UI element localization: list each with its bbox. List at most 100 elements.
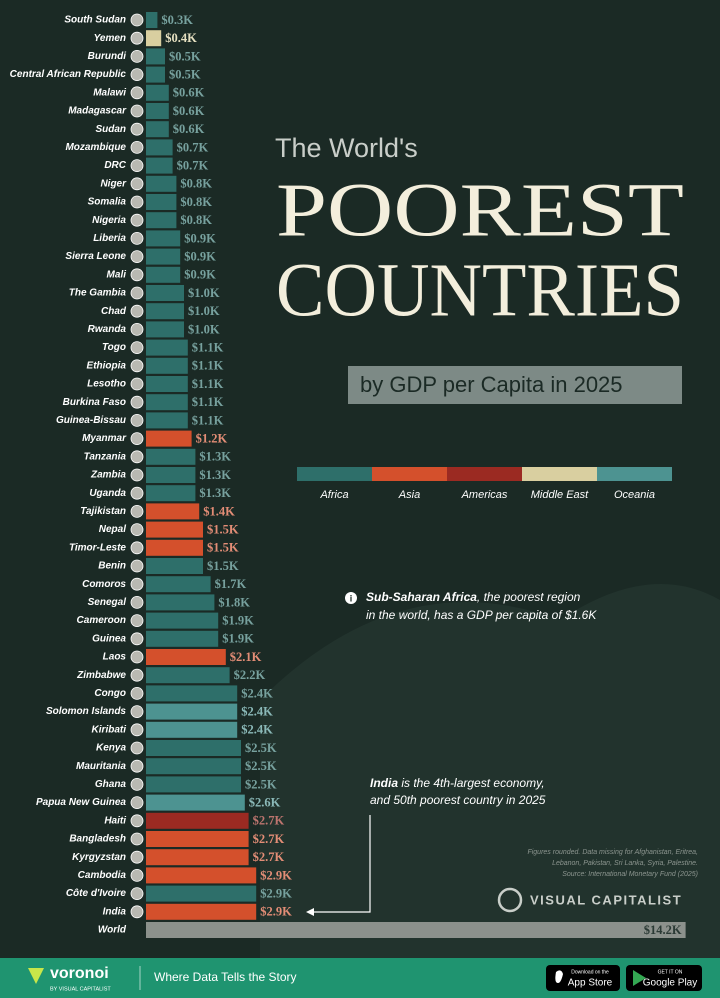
value-label: $1.5K	[207, 559, 239, 573]
category-label: Liberia	[93, 233, 126, 244]
value-label: $1.1K	[192, 377, 224, 391]
annotation-bold: Sub-Saharan Africa	[366, 590, 477, 604]
legend-label: Africa	[319, 489, 348, 501]
category-label: Central African Republic	[10, 69, 127, 80]
value-label: $0.6K	[173, 122, 205, 136]
bar	[146, 576, 211, 593]
flag	[130, 705, 144, 718]
category-label: Zimbabwe	[76, 670, 126, 681]
bar	[146, 84, 169, 101]
bars: South Sudan $0.3K Yemen $0.4K Burundi $0.5K Ce…	[10, 12, 686, 938]
category-label: Kenya	[96, 743, 126, 754]
category-label: Burundi	[88, 51, 127, 62]
value-label: $2.1K	[230, 650, 262, 664]
bar	[146, 630, 219, 647]
value-label: $0.5K	[169, 49, 201, 63]
value-label: $1.5K	[207, 541, 239, 555]
annotation-text: and 50th poorest country in 2025	[370, 793, 546, 807]
value-label: $1.7K	[215, 577, 247, 591]
bar	[146, 357, 188, 374]
category-label: Ethiopia	[87, 360, 127, 371]
value-label: $0.7K	[177, 140, 209, 154]
flag	[130, 413, 144, 427]
category-label: Comoros	[82, 579, 126, 590]
footer-logo-sub: BY VISUAL CAPITALIST	[50, 986, 111, 992]
category-label: Laos	[103, 652, 127, 663]
info-icon-glyph: i	[350, 593, 353, 603]
value-label: $2.9K	[260, 905, 292, 919]
bar	[146, 121, 169, 138]
title: COUNTRIES	[276, 248, 684, 332]
bar	[146, 175, 177, 192]
value-label: $1.4K	[203, 504, 235, 518]
category-label: Bangladesh	[69, 834, 126, 845]
value-label: $0.9K	[184, 249, 216, 263]
app-store: App Store	[568, 978, 613, 989]
bar	[146, 703, 238, 720]
flag	[130, 832, 144, 846]
flag	[130, 814, 144, 828]
category-label: Solomon Islands	[46, 706, 126, 717]
bar	[146, 303, 184, 320]
flag	[130, 359, 144, 373]
legend-swatch	[597, 467, 672, 481]
legend-swatch	[372, 467, 447, 481]
background-hills	[260, 584, 720, 960]
value-label: $0.5K	[169, 67, 201, 81]
category-label: Yemen	[94, 33, 126, 44]
value-label: $2.7K	[253, 832, 285, 846]
value-label: $0.8K	[180, 195, 212, 209]
footer-tagline: Where Data Tells the Story	[154, 970, 297, 984]
value-label: $1.1K	[192, 340, 224, 354]
category-label: Mozambique	[65, 142, 126, 153]
flag	[130, 523, 144, 536]
bar	[146, 394, 188, 411]
bar	[146, 48, 165, 65]
bar	[146, 812, 249, 829]
category-label: Congo	[94, 688, 126, 699]
app-store-badge[interactable]	[546, 965, 620, 991]
bar	[146, 266, 181, 283]
google-play-icon	[633, 970, 646, 986]
apple-icon	[555, 970, 563, 983]
annotation: Sub-Saharan Africa, the poorest region	[366, 590, 581, 604]
category-label: Guinea-Bissau	[56, 415, 126, 426]
annotation: India is the 4th-largest economy,	[370, 776, 545, 790]
value-label: $1.3K	[199, 468, 231, 482]
flag	[130, 341, 144, 355]
bar	[146, 194, 177, 210]
category-label: Haiti	[104, 815, 126, 826]
category-label: World	[98, 925, 127, 936]
bar	[146, 103, 169, 119]
value-label: $2.7K	[253, 814, 285, 828]
flag	[130, 541, 144, 555]
flag	[130, 504, 144, 518]
bar	[146, 157, 173, 174]
value-label: $0.9K	[184, 268, 216, 282]
bar	[146, 448, 196, 465]
annotation-text: is the 4th-largest economy,	[398, 776, 545, 790]
value-label: $1.3K	[199, 486, 231, 500]
brand-logo	[497, 887, 523, 913]
legend-label: Middle East	[531, 489, 589, 501]
value-label: $2.4K	[241, 723, 273, 737]
flag	[130, 68, 144, 81]
google-play-badge[interactable]	[626, 965, 702, 991]
legend-swatch	[297, 467, 372, 481]
flag	[130, 850, 144, 864]
bar	[146, 740, 241, 756]
value-label: $2.9K	[260, 868, 292, 882]
category-label: Mauritania	[76, 761, 126, 772]
category-label: Cameroon	[77, 615, 126, 626]
category-label: Madagascar	[68, 106, 127, 117]
flag	[130, 395, 144, 409]
annotation-arrow	[312, 815, 371, 913]
category-label: Lesotho	[87, 379, 126, 390]
bar	[146, 612, 219, 629]
value-label: $1.3K	[199, 450, 231, 464]
flag	[130, 50, 144, 63]
category-label: Tajikistan	[80, 506, 126, 517]
bar	[146, 248, 181, 265]
title-lead: The World's	[275, 133, 418, 163]
value-label: $1.1K	[192, 413, 224, 427]
